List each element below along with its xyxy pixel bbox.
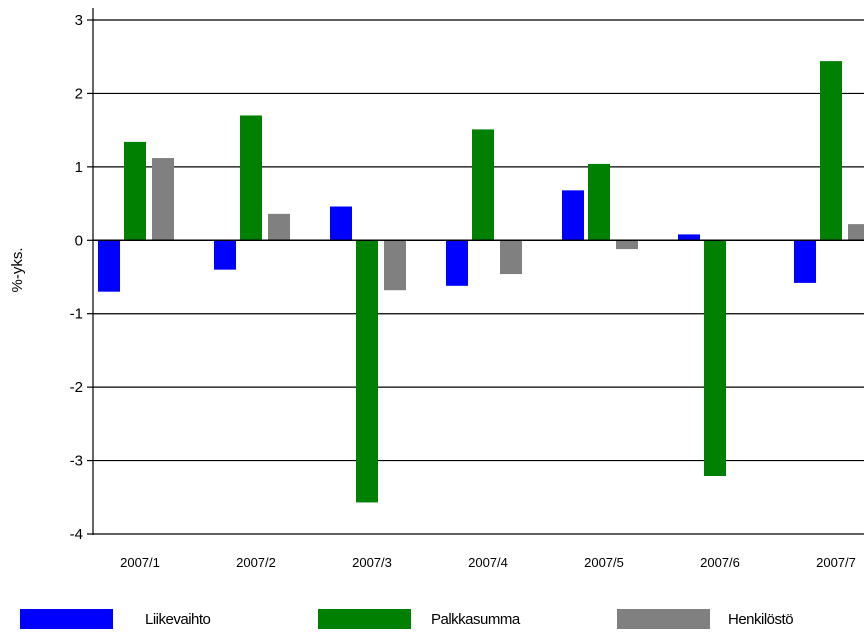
y-tick-label: 1 bbox=[75, 159, 83, 176]
bar-palkkasumma-4 bbox=[472, 129, 494, 241]
bar-palkkasumma-3 bbox=[356, 240, 378, 503]
x-tick-labels: 2007/1 2007/2 2007/3 2007/4 2007/5 2007/6 2007… bbox=[120, 555, 856, 570]
y-tick-label: -4 bbox=[70, 526, 83, 543]
axes bbox=[87, 8, 864, 535]
y-tick-label: -1 bbox=[70, 306, 83, 323]
bar-henkil-st--4 bbox=[500, 240, 522, 275]
bar-palkkasumma-6 bbox=[704, 240, 726, 476]
bar-henkil-st--3 bbox=[384, 240, 406, 291]
x-tick-label: 2007/5 bbox=[584, 555, 624, 570]
bar-palkkasumma-2 bbox=[240, 115, 262, 241]
bar-liikevaihto-5 bbox=[562, 190, 584, 241]
legend-swatch-liikevaihto bbox=[20, 609, 113, 629]
y-tick-label: 2 bbox=[75, 85, 83, 102]
legend-swatch-palkkasumma bbox=[318, 609, 411, 629]
bar-liikevaihto-6 bbox=[678, 234, 700, 241]
x-tick-label: 2007/1 bbox=[120, 555, 160, 570]
gridlines bbox=[93, 19, 864, 535]
bar-palkkasumma-1 bbox=[124, 141, 146, 241]
bar-liikevaihto-7 bbox=[794, 240, 816, 283]
bar-henkil-st--1 bbox=[152, 158, 174, 241]
bar-liikevaihto-3 bbox=[330, 206, 352, 241]
bars bbox=[98, 61, 864, 503]
bar-liikevaihto-2 bbox=[214, 240, 236, 270]
bar-palkkasumma-7 bbox=[820, 61, 842, 241]
bar-palkkasumma-5 bbox=[588, 163, 610, 241]
x-tick-label: 2007/4 bbox=[468, 555, 508, 570]
bar-liikevaihto-1 bbox=[98, 240, 120, 292]
legend-label-liikevaihto: Liikevaihto bbox=[145, 611, 211, 628]
legend-label-palkkasumma: Palkkasumma bbox=[431, 611, 520, 628]
y-tick-label: 0 bbox=[75, 232, 83, 249]
legend: Liikevaihto Palkkasumma Henkilöstö bbox=[0, 605, 864, 635]
x-tick-label: 2007/2 bbox=[236, 555, 276, 570]
bar-henkil-st--2 bbox=[268, 213, 290, 241]
x-tick-label: 2007/3 bbox=[352, 555, 392, 570]
x-tick-label: 2007/7 bbox=[816, 555, 856, 570]
y-tick-label: -2 bbox=[70, 379, 83, 396]
legend-swatch-henkilosto bbox=[617, 609, 710, 629]
y-axis-label: %-yks. bbox=[9, 248, 26, 293]
y-tick-label: -3 bbox=[70, 453, 83, 470]
x-tick-label: 2007/6 bbox=[700, 555, 740, 570]
bar-liikevaihto-4 bbox=[446, 240, 468, 286]
y-tick-label: 3 bbox=[75, 12, 83, 29]
bar-henkil-st--7 bbox=[848, 224, 864, 241]
legend-label-henkilosto: Henkilöstö bbox=[728, 611, 794, 628]
y-tick-labels: 3 2 1 0 -1 -2 -3 -4 bbox=[70, 12, 83, 543]
bar-henkil-st--5 bbox=[616, 240, 638, 250]
